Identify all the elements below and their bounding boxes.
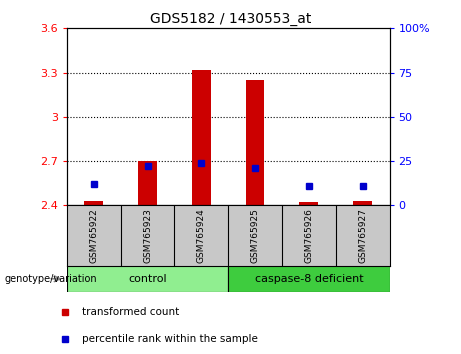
Bar xyxy=(84,201,103,205)
Text: genotype/variation: genotype/variation xyxy=(5,274,97,284)
Bar xyxy=(246,80,265,205)
Text: GDS5182 / 1430553_at: GDS5182 / 1430553_at xyxy=(150,12,311,27)
Bar xyxy=(192,70,211,205)
Bar xyxy=(228,266,390,292)
Text: GSM765924: GSM765924 xyxy=(197,208,206,263)
Text: GSM765922: GSM765922 xyxy=(89,208,98,263)
Text: transformed count: transformed count xyxy=(82,307,179,318)
Bar xyxy=(138,161,157,205)
Text: percentile rank within the sample: percentile rank within the sample xyxy=(82,334,258,344)
Text: GSM765927: GSM765927 xyxy=(358,208,367,263)
Text: GSM765923: GSM765923 xyxy=(143,208,152,263)
Bar xyxy=(300,202,318,205)
Bar xyxy=(353,201,372,205)
Text: caspase-8 deficient: caspase-8 deficient xyxy=(254,274,363,284)
Text: GSM765925: GSM765925 xyxy=(251,208,260,263)
Bar xyxy=(67,266,228,292)
Text: control: control xyxy=(128,274,167,284)
Text: GSM765926: GSM765926 xyxy=(304,208,313,263)
